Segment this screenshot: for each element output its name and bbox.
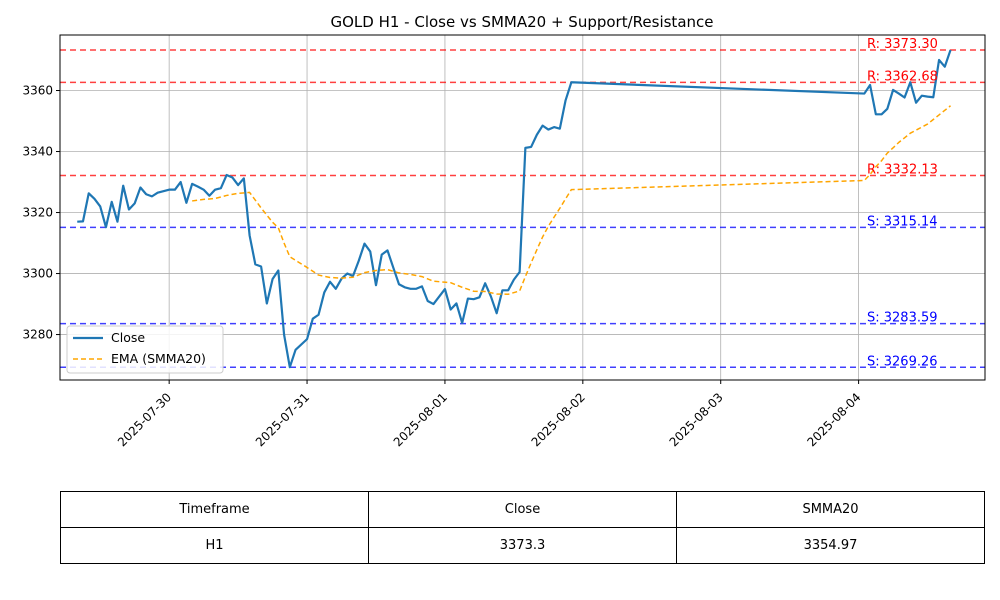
y-tick-label: 3340 [22, 145, 53, 159]
legend-smma-label: EMA (SMMA20) [111, 351, 206, 366]
x-tick-label: 2025-07-30 [115, 390, 174, 449]
x-tick-label: 2025-08-03 [667, 390, 726, 449]
table-row: H1 3373.3 3354.97 [60, 527, 985, 564]
table-cell-close: 3373.3 [368, 527, 677, 564]
close-price-line [77, 49, 952, 369]
x-tick-label: 2025-08-01 [391, 390, 450, 449]
series-lines [77, 49, 952, 369]
legend: Close EMA (SMMA20) [66, 325, 224, 374]
table-header-row: Timeframe Close SMMA20 [60, 491, 985, 528]
y-tick-label: 3300 [22, 267, 53, 281]
legend-box [66, 325, 224, 374]
chart: GOLD H1 - Close vs SMMA20 + Support/Resi… [22, 13, 986, 449]
table-header-cell: Close [368, 491, 677, 528]
table-header-cell: SMMA20 [676, 491, 985, 528]
support-label: S: 3315.14 [867, 214, 938, 229]
support-label: S: 3269.26 [867, 354, 938, 369]
summary-table: Timeframe Close SMMA20 H1 3373.3 3354.97 [60, 491, 985, 564]
resistance-label: R: 3332.13 [867, 163, 938, 178]
table-cell-timeframe: H1 [60, 527, 369, 564]
y-axis: 3280 3300 3320 3340 3360 [22, 84, 60, 342]
legend-close-label: Close [111, 330, 145, 345]
support-label: S: 3283.59 [867, 311, 938, 326]
chart-title: GOLD H1 - Close vs SMMA20 + Support/Resi… [330, 13, 713, 31]
plot-frame [59, 34, 986, 381]
y-tick-label: 3320 [22, 206, 53, 220]
x-axis: 2025-07-30 2025-07-31 2025-08-01 2025-08-02… [115, 380, 864, 449]
x-tick-label: 2025-08-04 [804, 390, 863, 449]
x-tick-label: 2025-07-31 [253, 390, 312, 449]
resistance-label: R: 3373.30 [867, 37, 938, 52]
level-labels: R: 3373.30 R: 3362.68 R: 3332.13 S: 3315.14… [867, 37, 938, 369]
table-header-cell: Timeframe [60, 491, 369, 528]
table-cell-smma20: 3354.97 [676, 527, 985, 564]
resistance-label: R: 3362.68 [867, 69, 938, 84]
y-tick-label: 3280 [22, 328, 53, 342]
x-tick-label: 2025-08-02 [529, 390, 588, 449]
smma20-line [192, 105, 951, 296]
y-tick-label: 3360 [22, 84, 53, 98]
